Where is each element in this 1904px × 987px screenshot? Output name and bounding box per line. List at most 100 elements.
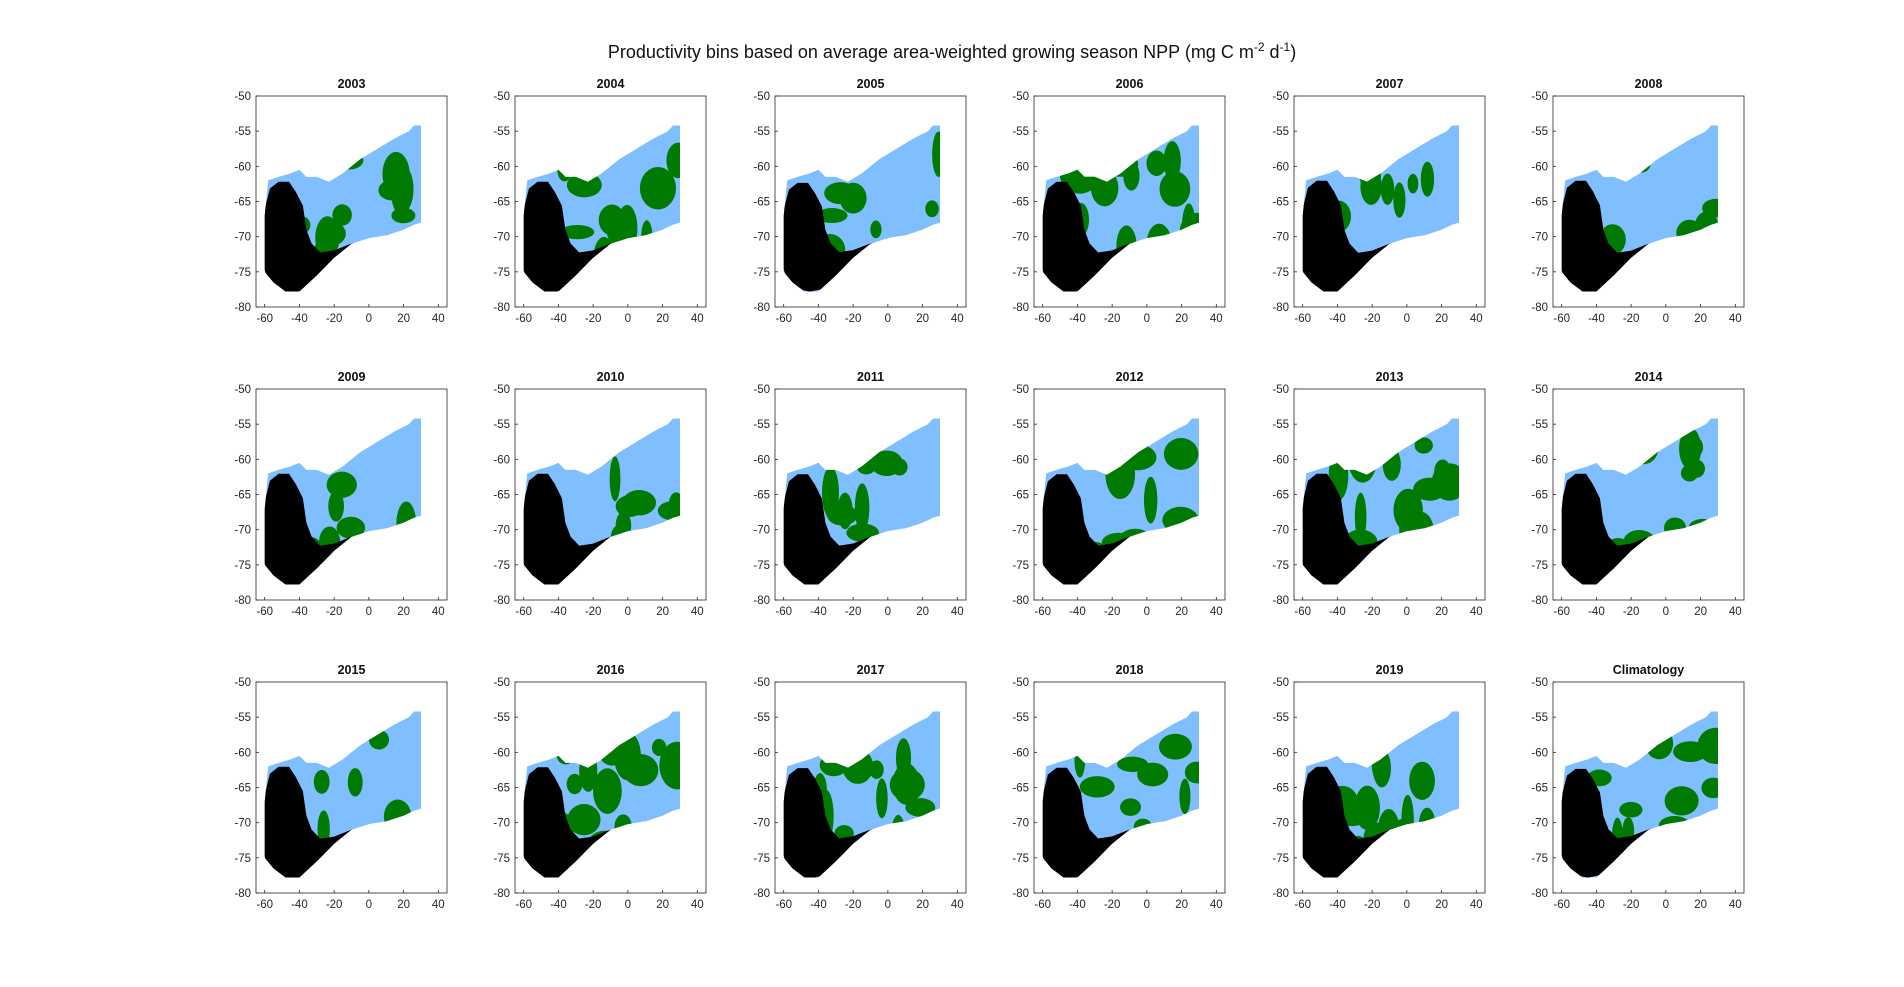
y-tick-label: -80: [1272, 888, 1289, 900]
y-tick-label: -60: [1531, 747, 1548, 759]
y-tick-label: -80: [493, 302, 510, 314]
high-productivity-patch: [623, 754, 659, 787]
x-tick-label: -40: [810, 313, 827, 325]
x-tick-label: 40: [432, 313, 445, 325]
high-productivity-patch: [614, 814, 632, 839]
y-tick-label: -60: [1531, 454, 1548, 466]
y-tick-label: -80: [1012, 595, 1029, 607]
x-tick-label: 20: [1175, 606, 1188, 618]
high-productivity-patch: [909, 240, 921, 273]
map-panel: 2013 -60 -40 -20 0 20 40 -50 -55 -60 -65 -70 -75 -80: [1272, 370, 1486, 618]
y-tick-label: -65: [1012, 197, 1029, 209]
x-tick-label: -60: [1553, 606, 1570, 618]
high-productivity-patch: [556, 746, 575, 765]
map-panel: 2011 -60 -40 -20 0 20 40 -50 -55 -60 -65 -70 -75 -80: [753, 370, 967, 618]
x-tick-label: 40: [1470, 313, 1483, 325]
y-tick-label: -80: [1272, 595, 1289, 607]
y-tick-label: -50: [493, 677, 510, 689]
y-tick-label: -75: [1012, 560, 1029, 572]
high-productivity-patch: [822, 466, 839, 519]
y-tick-label: -65: [1531, 197, 1548, 209]
x-tick-label: -20: [845, 313, 862, 325]
high-productivity-patch: [1372, 749, 1391, 788]
low-productivity-area: [1042, 767, 1199, 878]
y-tick-label: -75: [234, 267, 251, 279]
x-tick-label: -20: [585, 313, 602, 325]
high-productivity-patch: [326, 471, 357, 498]
x-tick-label: -20: [1364, 313, 1381, 325]
high-productivity-patch: [1697, 727, 1718, 765]
x-tick-label: -60: [1034, 313, 1051, 325]
x-tick-label: -20: [326, 899, 343, 911]
x-tick-label: 40: [432, 606, 445, 618]
x-tick-label: -40: [550, 899, 567, 911]
high-productivity-patch: [391, 207, 416, 224]
title-text: Productivity bins based on average area-…: [607, 42, 1254, 62]
y-tick-label: -80: [753, 302, 770, 314]
high-productivity-patch: [1597, 444, 1623, 469]
x-tick-label: 20: [656, 313, 669, 325]
y-tick-label: -75: [493, 560, 510, 572]
y-tick-label: -60: [753, 161, 770, 173]
panel-title: 2006: [1116, 77, 1144, 91]
y-tick-label: -75: [1272, 267, 1289, 279]
y-tick-label: -80: [234, 302, 251, 314]
high-productivity-patch: [553, 140, 571, 168]
x-tick-label: 20: [656, 899, 669, 911]
x-tick-label: -20: [845, 899, 862, 911]
high-productivity-patch: [388, 849, 418, 877]
high-productivity-patch: [391, 169, 404, 212]
high-productivity-patch: [609, 456, 621, 502]
high-productivity-patch: [1146, 150, 1167, 177]
y-tick-label: -65: [753, 783, 770, 795]
high-productivity-patch: [315, 221, 346, 246]
y-tick-label: -70: [1012, 232, 1029, 244]
high-productivity-patch: [579, 749, 598, 792]
high-productivity-patch: [1688, 518, 1717, 538]
y-tick-label: -50: [234, 677, 251, 689]
y-tick-label: -55: [1531, 126, 1548, 138]
x-tick-label: 20: [1435, 606, 1448, 618]
x-tick-label: 0: [1144, 313, 1150, 325]
low-productivity-area: [783, 474, 940, 585]
x-tick-label: 40: [951, 899, 964, 911]
high-productivity-patch: [1159, 171, 1191, 207]
y-tick-label: -60: [1012, 747, 1029, 759]
y-tick-label: -80: [234, 595, 251, 607]
x-tick-label: 40: [1729, 606, 1742, 618]
title-exponent-1: -2: [1253, 40, 1265, 54]
high-productivity-patch: [639, 167, 677, 210]
high-productivity-patch: [641, 220, 653, 253]
y-tick-label: -60: [1012, 454, 1029, 466]
x-tick-label: -60: [1294, 606, 1311, 618]
y-tick-label: -65: [493, 197, 510, 209]
y-tick-label: -55: [753, 712, 770, 724]
x-tick-label: -60: [515, 606, 532, 618]
high-productivity-patch: [1446, 234, 1459, 252]
x-tick-label: -20: [1104, 606, 1121, 618]
high-productivity-patch: [1131, 251, 1156, 282]
y-tick-label: -50: [1531, 677, 1548, 689]
panel-title: 2014: [1635, 370, 1663, 384]
y-tick-label: -75: [493, 267, 510, 279]
y-tick-label: -55: [1012, 126, 1029, 138]
x-tick-label: 0: [1663, 899, 1669, 911]
x-tick-label: 0: [885, 899, 891, 911]
y-tick-label: -65: [234, 197, 251, 209]
x-tick-label: -60: [1294, 313, 1311, 325]
high-productivity-patch: [841, 738, 855, 766]
x-tick-label: -60: [515, 899, 532, 911]
y-tick-label: -75: [1531, 560, 1548, 572]
high-productivity-patch: [1186, 825, 1199, 875]
high-productivity-patch: [1658, 816, 1691, 835]
y-tick-label: -65: [1531, 783, 1548, 795]
low-productivity-area: [264, 473, 421, 585]
y-tick-label: -60: [1272, 161, 1289, 173]
high-productivity-patch: [598, 204, 626, 236]
high-productivity-patch: [1425, 530, 1447, 548]
map-panel: 2017 -60 -40 -20 0 20 40 -50 -55 -60 -65 -70 -75 -80: [753, 663, 967, 911]
high-productivity-patch: [1409, 761, 1435, 801]
y-tick-label: -50: [1531, 91, 1548, 103]
x-tick-label: -60: [1034, 606, 1051, 618]
y-tick-label: -75: [493, 853, 510, 865]
